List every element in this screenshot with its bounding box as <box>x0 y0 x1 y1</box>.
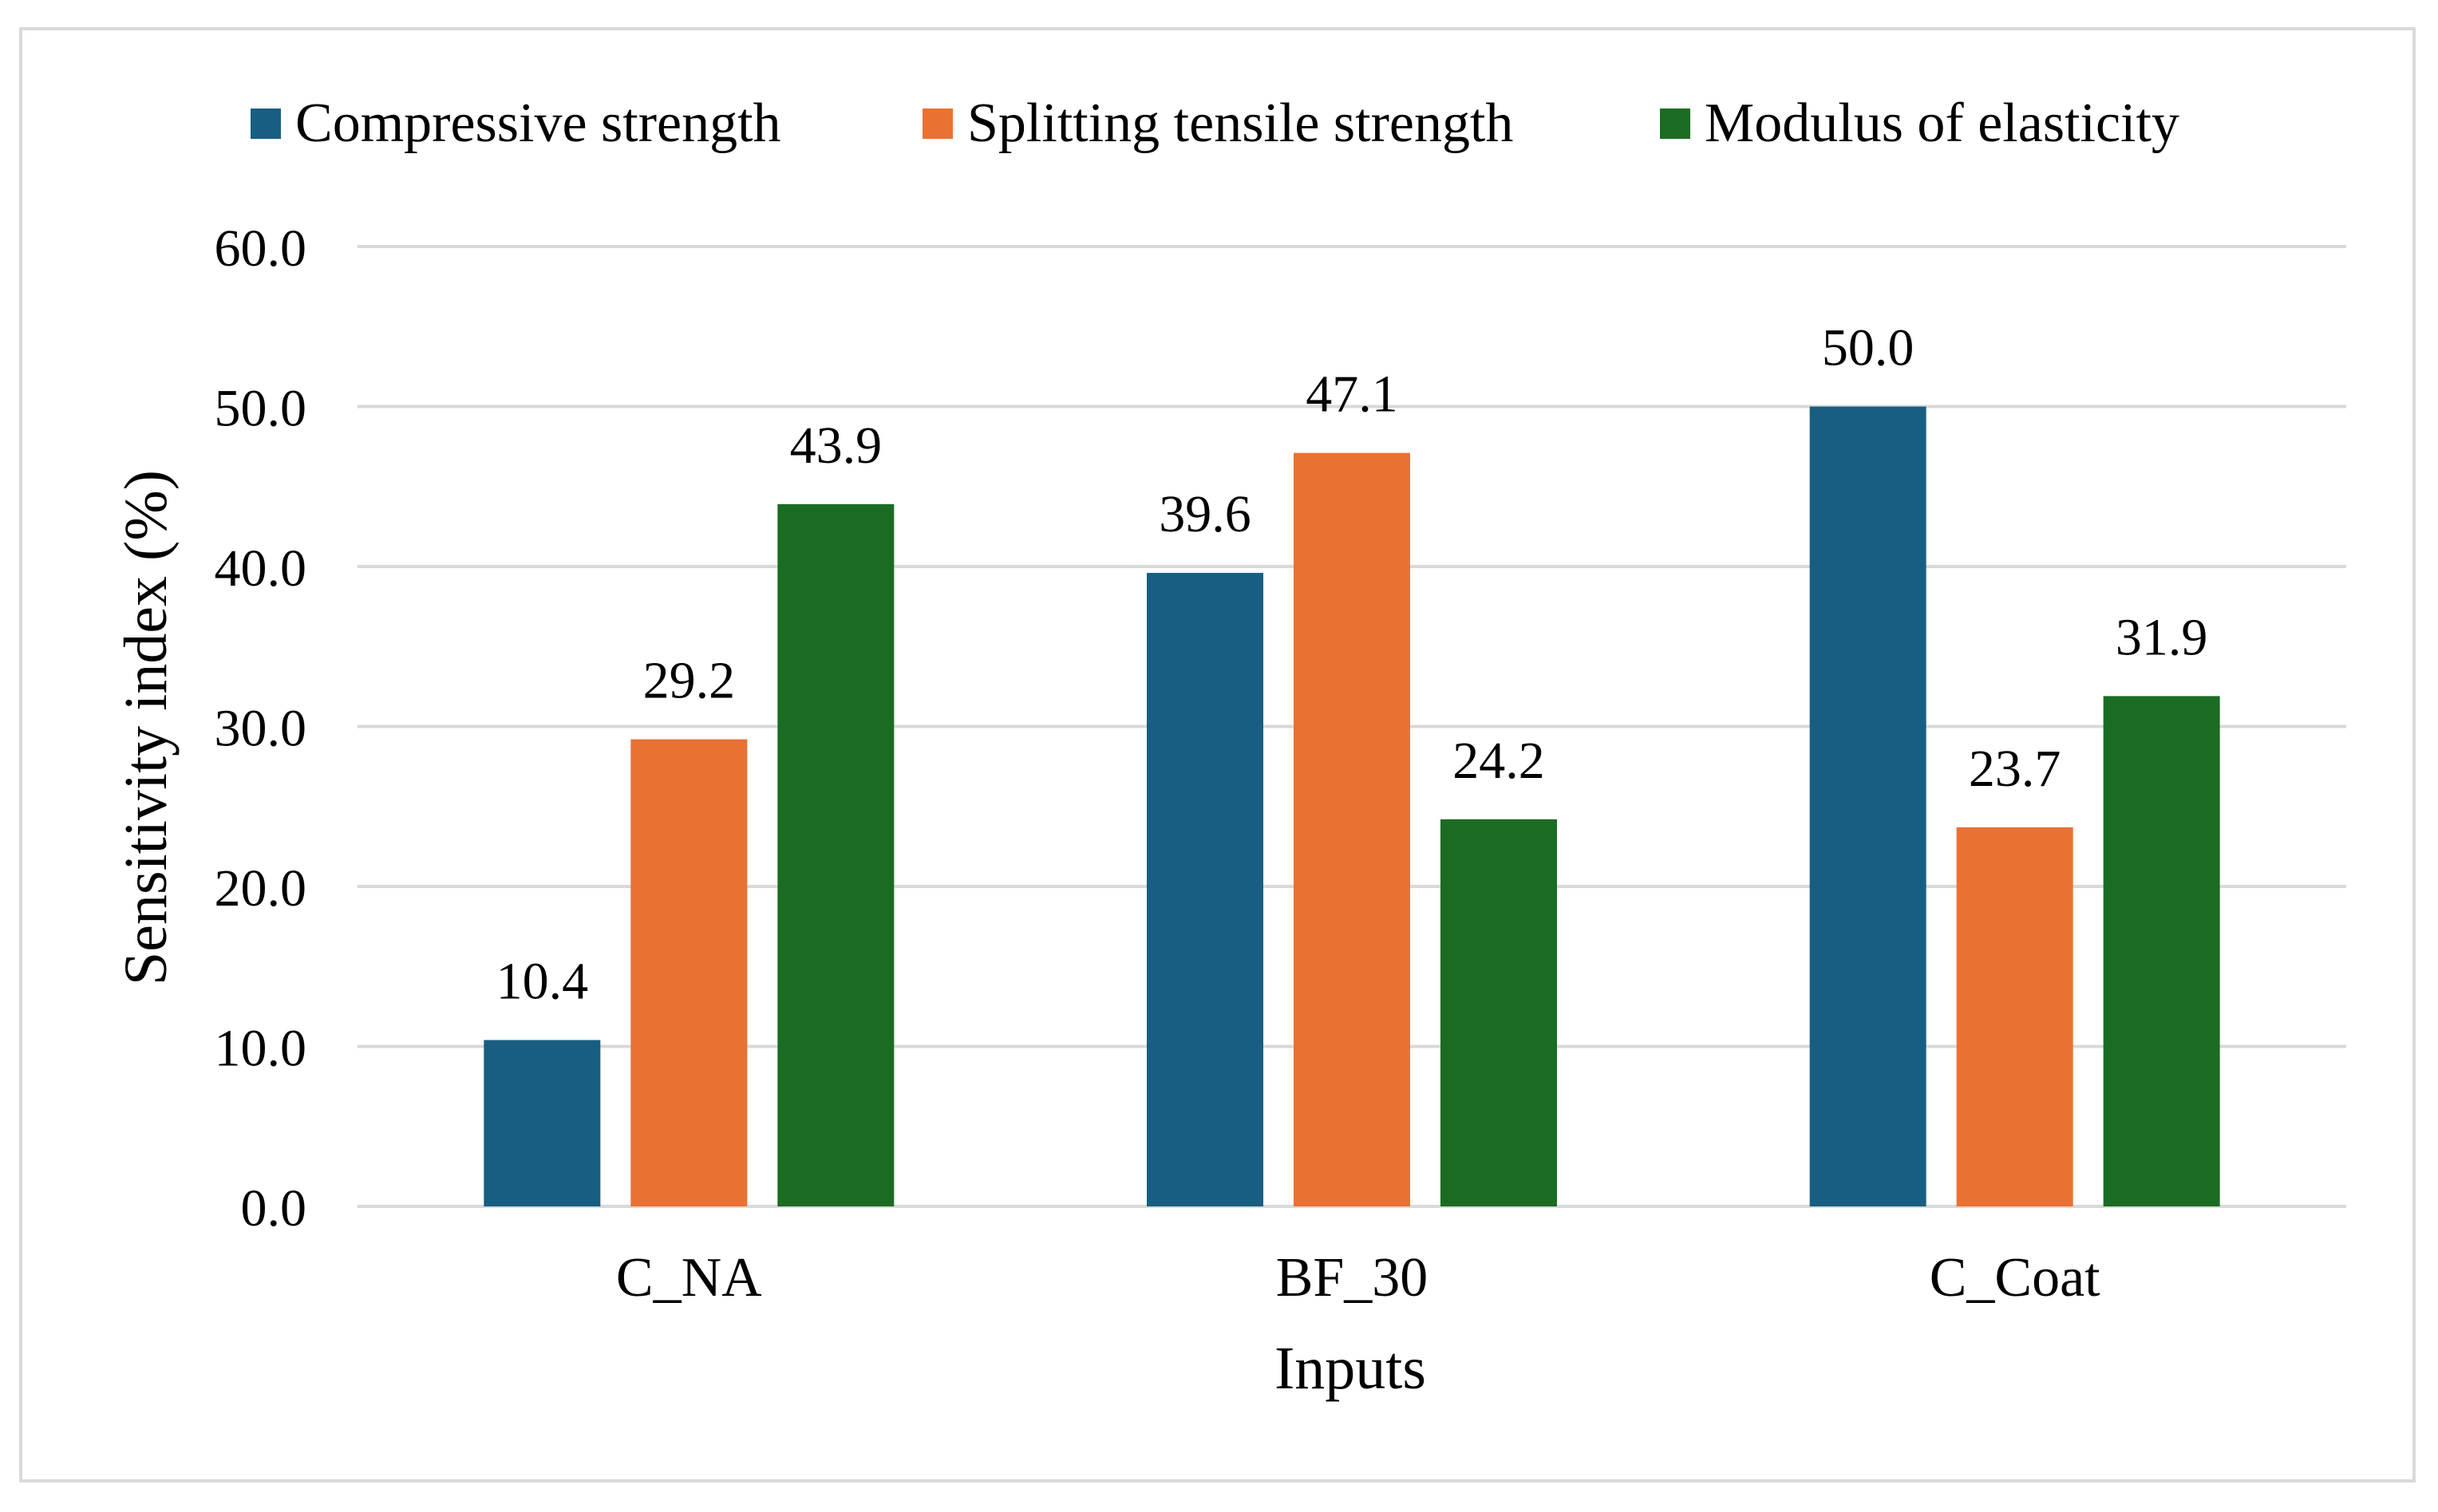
bar <box>777 503 895 1206</box>
legend-swatch <box>251 109 281 139</box>
y-tick-label: 30.0 <box>215 700 307 758</box>
y-tick-label: 40.0 <box>215 539 307 598</box>
data-label: 31.9 <box>2116 608 2208 666</box>
legend-label: Splitting tensile strength <box>967 93 1513 154</box>
y-tick-label: 10.0 <box>215 1020 307 1078</box>
data-label: 24.2 <box>1452 732 1545 790</box>
y-tick-label: 50.0 <box>215 380 307 438</box>
legend: Compressive strength Splitting tensile st… <box>251 93 2179 154</box>
legend-swatch <box>1660 109 1690 139</box>
bar <box>630 739 748 1206</box>
data-label: 47.1 <box>1306 365 1398 424</box>
bar <box>1956 827 2073 1206</box>
y-axis-ticks: 0.0 10.0 20.0 30.0 40.0 50.0 60.0 <box>215 219 307 1238</box>
data-label: 23.7 <box>1969 740 2061 798</box>
x-axis-ticks: C_NA BF_30 C_Coat <box>616 1247 2100 1309</box>
x-tick-label: BF_30 <box>1276 1247 1428 1309</box>
bar <box>484 1040 601 1206</box>
bar <box>1294 452 1410 1206</box>
y-tick-label: 60.0 <box>215 219 307 278</box>
legend-label: Modulus of elasticity <box>1705 93 2179 154</box>
y-axis-title: Sensitivity index (%) <box>113 470 180 985</box>
x-tick-label: C_Coat <box>1930 1247 2100 1309</box>
legend-label: Compressive strength <box>295 93 781 154</box>
x-axis-title: Inputs <box>1274 1335 1426 1402</box>
y-tick-label: 20.0 <box>215 859 307 918</box>
bar <box>1809 406 1926 1206</box>
y-tick-label: 0.0 <box>241 1179 307 1238</box>
data-label: 29.2 <box>643 652 736 710</box>
legend-swatch <box>923 109 953 139</box>
data-label: 50.0 <box>1822 319 1914 377</box>
data-labels: 10.4 29.2 43.9 39.6 47.1 24.2 50.0 23.7 31.9 <box>496 319 2208 1011</box>
bar <box>2103 696 2220 1206</box>
bar <box>1147 573 1263 1206</box>
bar <box>1440 819 1557 1206</box>
x-tick-label: C_NA <box>616 1247 762 1309</box>
bars <box>484 406 2220 1206</box>
data-label: 10.4 <box>496 952 589 1010</box>
data-label: 43.9 <box>790 416 883 475</box>
data-label: 39.6 <box>1159 485 1251 543</box>
